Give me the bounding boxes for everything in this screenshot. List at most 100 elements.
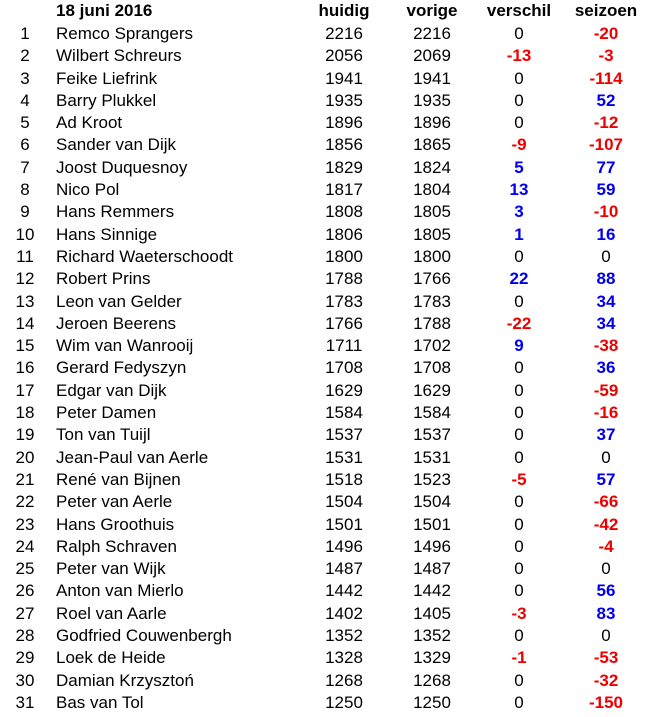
verschil-cell: 9: [514, 336, 524, 356]
player-name: Jeroen Beerens: [56, 313, 177, 333]
table-row: 14 Jeroen Beerens 1766 1788 -22 34: [0, 313, 650, 335]
rank-cell: 6: [20, 135, 30, 155]
vorige-cell: 1800: [413, 246, 451, 266]
table-row: 9 Hans Remmers 1808 1805 3 -10: [0, 201, 650, 223]
huidig-cell: 1941: [325, 68, 363, 88]
seizoen-cell: -59: [593, 380, 619, 400]
table-row: 11 Richard Waeterschoodt 1800 1800 0 0: [0, 246, 650, 268]
vorige-cell: 1766: [413, 269, 451, 289]
verschil-cell: 0: [514, 559, 524, 579]
player-name: Wilbert Schreurs: [56, 46, 182, 66]
rank-cell: 31: [15, 692, 35, 712]
player-name: Barry Plukkel: [56, 90, 157, 110]
player-name: René van Bijnen: [56, 469, 181, 489]
verschil-cell: 0: [514, 581, 524, 601]
rank-cell: 23: [15, 514, 35, 534]
verschil-cell: 0: [514, 447, 524, 467]
vorige-cell: 1804: [413, 180, 451, 200]
table-row: 7 Joost Duquesnoy 1829 1824 5 77: [0, 157, 650, 179]
rank-cell: 28: [15, 626, 35, 646]
rank-cell: 2: [20, 46, 30, 66]
player-name: Remco Sprangers: [56, 24, 194, 43]
huidig-cell: 1531: [325, 447, 363, 467]
huidig-cell: 1806: [325, 224, 363, 244]
huidig-cell: 1352: [325, 626, 363, 646]
verschil-cell: 0: [514, 425, 524, 445]
verschil-cell: 0: [514, 692, 524, 712]
vorige-cell: 1405: [413, 603, 451, 623]
huidig-cell: 2056: [325, 46, 363, 66]
verschil-cell: -22: [506, 313, 532, 333]
verschil-cell: 0: [514, 536, 524, 556]
vorige-cell: 1788: [413, 313, 451, 333]
player-name: Ad Kroot: [56, 113, 123, 133]
huidig-cell: 1402: [325, 603, 363, 623]
rank-cell: 29: [15, 648, 35, 668]
vorige-cell: 1442: [413, 581, 451, 601]
table-row: 16 Gerard Fedyszyn 1708 1708 0 36: [0, 357, 650, 379]
header-vorige: vorige: [406, 1, 458, 21]
rank-cell: 18: [15, 403, 35, 423]
table-row: 1 Remco Sprangers 2216 2216 0 -20: [0, 23, 650, 45]
huidig-cell: 1783: [325, 291, 363, 311]
rank-cell: 7: [20, 157, 30, 177]
table-row: 26 Anton van Mierlo 1442 1442 0 56: [0, 580, 650, 602]
table-row: 20 Jean-Paul van Aerle 1531 1531 0 0: [0, 447, 650, 469]
huidig-cell: 2216: [325, 24, 363, 43]
vorige-cell: 1537: [413, 425, 451, 445]
seizoen-cell: -42: [593, 514, 619, 534]
verschil-cell: 0: [514, 113, 524, 133]
seizoen-cell: 83: [596, 603, 616, 623]
table-row: 23 Hans Groothuis 1501 1501 0 -42: [0, 514, 650, 536]
vorige-cell: 1501: [413, 514, 451, 534]
seizoen-cell: -3: [598, 46, 614, 66]
huidig-cell: 1856: [325, 135, 363, 155]
seizoen-cell: -20: [593, 24, 619, 43]
vorige-cell: 1805: [413, 224, 451, 244]
rank-cell: 27: [15, 603, 35, 623]
verschil-cell: 22: [509, 269, 529, 289]
seizoen-cell: 37: [596, 425, 616, 445]
vorige-cell: 1896: [413, 113, 451, 133]
rank-cell: 24: [15, 536, 35, 556]
rank-cell: 12: [15, 269, 35, 289]
verschil-cell: 0: [514, 246, 524, 266]
table-row: 29 Loek de Heide 1328 1329 -1 -53: [0, 647, 650, 669]
rank-cell: 16: [15, 358, 35, 378]
verschil-cell: 0: [514, 24, 524, 43]
table-row: 22 Peter van Aerle 1504 1504 0 -66: [0, 491, 650, 513]
player-name: Wim van Wanrooij: [56, 336, 194, 356]
seizoen-cell: -32: [593, 670, 619, 690]
seizoen-cell: -150: [588, 692, 624, 712]
vorige-cell: 1504: [413, 492, 451, 512]
player-name: Loek de Heide: [56, 648, 166, 668]
rank-cell: 21: [15, 469, 35, 489]
huidig-cell: 1268: [325, 670, 363, 690]
seizoen-cell: -16: [593, 403, 619, 423]
table-row: 15 Wim van Wanrooij 1711 1702 9 -38: [0, 335, 650, 357]
huidig-cell: 1788: [325, 269, 363, 289]
verschil-cell: 0: [514, 670, 524, 690]
table-row: 5 Ad Kroot 1896 1896 0 -12: [0, 112, 650, 134]
seizoen-cell: 0: [601, 626, 611, 646]
rank-cell: 5: [20, 113, 30, 133]
seizoen-cell: -114: [589, 68, 623, 88]
rank-cell: 30: [15, 670, 35, 690]
seizoen-cell: 34: [596, 291, 616, 311]
huidig-cell: 1504: [325, 492, 363, 512]
rank-cell: 26: [15, 581, 35, 601]
rank-cell: 20: [15, 447, 35, 467]
player-name: Sander van Dijk: [56, 135, 177, 155]
verschil-cell: 0: [514, 90, 524, 110]
vorige-cell: 1941: [413, 68, 451, 88]
player-name: Damian Krzysztoń: [56, 670, 194, 690]
player-name: Hans Groothuis: [56, 514, 175, 534]
vorige-cell: 1865: [413, 135, 451, 155]
vorige-cell: 1702: [413, 336, 451, 356]
vorige-cell: 2069: [413, 46, 451, 66]
vorige-cell: 2216: [413, 24, 451, 43]
verschil-cell: 0: [514, 626, 524, 646]
header-row: 18 juni 2016 huidig vorige verschil seiz…: [0, 0, 650, 23]
huidig-cell: 1537: [325, 425, 363, 445]
seizoen-cell: 57: [596, 469, 616, 489]
